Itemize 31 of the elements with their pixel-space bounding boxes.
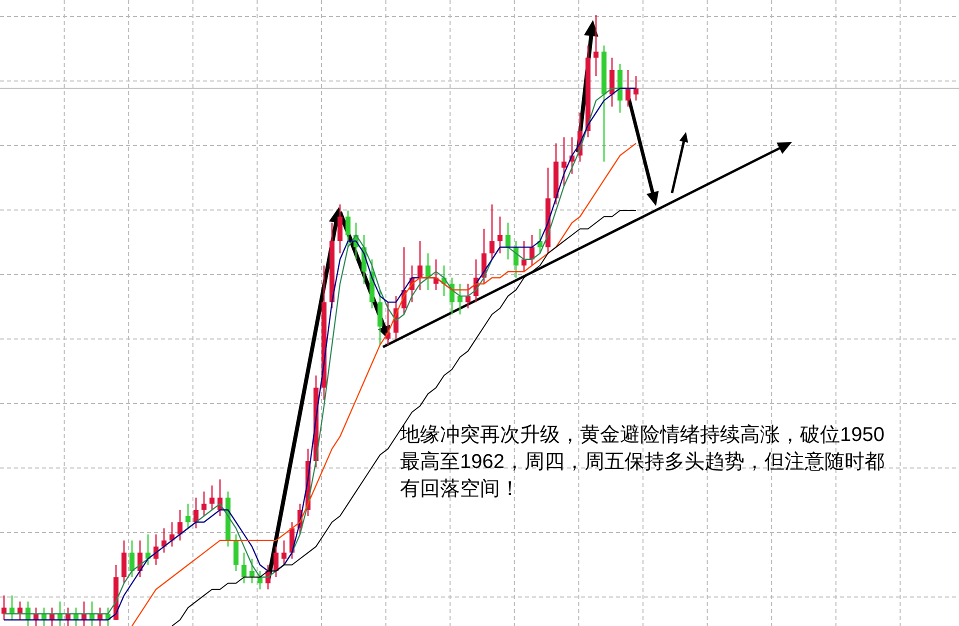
candlestick	[346, 210, 350, 248]
candlestick	[426, 252, 430, 291]
candlestick	[522, 240, 526, 272]
candlestick	[458, 283, 462, 316]
candlestick	[506, 222, 510, 260]
candlestick	[10, 594, 14, 621]
candlestick	[274, 546, 278, 578]
annotation: 地缘冲突再次升级，黄金避险情绪持续高涨，破位1950最高至1962，周四，周五保持多头趋势，但注意随时都有回落空间！	[400, 423, 886, 502]
candlestick	[250, 558, 254, 584]
candlestick	[202, 490, 206, 517]
candlestick	[530, 234, 534, 266]
candlestick	[258, 570, 262, 590]
candlestick	[418, 240, 422, 291]
candlestick	[626, 69, 630, 108]
candlestick	[154, 534, 158, 566]
candlestick	[130, 540, 134, 578]
candlestick	[178, 509, 182, 542]
candlestick	[490, 204, 494, 260]
candlestick	[498, 216, 502, 254]
candlestick	[634, 75, 638, 102]
candlestick	[282, 540, 286, 566]
candlestick	[466, 283, 470, 309]
candlestick	[186, 503, 190, 529]
candlestick	[242, 552, 246, 584]
candlestick	[146, 534, 150, 566]
candlestick	[18, 600, 22, 621]
candlestick	[194, 497, 198, 529]
candlestick	[562, 136, 566, 187]
candlestick	[2, 594, 6, 621]
candlestick	[594, 14, 598, 77]
candlestick	[210, 484, 214, 511]
